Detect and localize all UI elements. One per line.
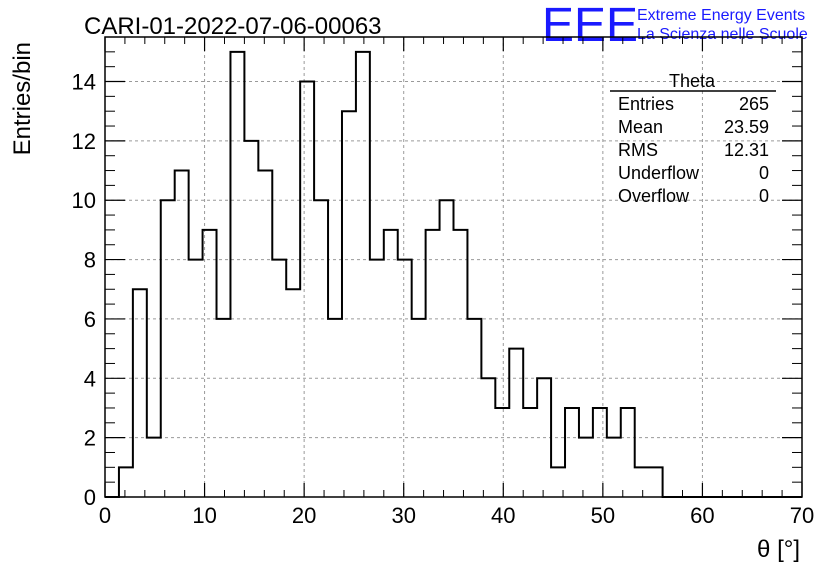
y-tick-labels: 0 2 4 6 8 10 12 14 xyxy=(72,70,96,510)
y-axis-label: Entries/bin xyxy=(9,42,36,155)
x-tick-label: 50 xyxy=(591,503,615,528)
x-tick-label: 20 xyxy=(292,503,316,528)
stats-row-value: 0 xyxy=(759,163,769,183)
x-tick-label: 60 xyxy=(690,503,714,528)
y-tick-label: 0 xyxy=(84,485,96,510)
y-tick-label: 6 xyxy=(84,307,96,332)
stats-row-label: RMS xyxy=(618,140,658,160)
stats-box: Theta Entries 265 Mean 23.59 RMS 12.31 Underfl… xyxy=(610,71,776,206)
stats-row-label: Underflow xyxy=(618,163,700,183)
y-tick-label: 10 xyxy=(72,188,96,213)
stats-row-value: 265 xyxy=(739,94,769,114)
y-tick-label: 8 xyxy=(84,248,96,273)
y-tick-label: 14 xyxy=(72,70,96,95)
stats-row-value: 0 xyxy=(759,186,769,206)
x-axis-label: θ [°] xyxy=(757,536,800,563)
histogram-line xyxy=(105,50,802,498)
stats-row-value: 23.59 xyxy=(724,117,769,137)
plot-frame xyxy=(104,36,803,498)
y-tick-label: 2 xyxy=(84,426,96,451)
chart-title: CARI-01-2022-07-06-00063 xyxy=(84,13,382,40)
logo-line-1: Extreme Energy Events xyxy=(637,7,805,24)
x-tick-label: 30 xyxy=(391,503,415,528)
y-tick-label: 4 xyxy=(84,366,96,391)
x-tick-label: 70 xyxy=(790,503,814,528)
grid-lines xyxy=(105,37,802,497)
y-tick-label: 12 xyxy=(72,129,96,154)
stats-row-label: Entries xyxy=(618,94,674,114)
x-tick-label: 0 xyxy=(99,503,111,528)
stats-row-label: Overflow xyxy=(618,186,690,206)
x-tick-labels: 0 10 20 30 40 50 60 70 xyxy=(99,503,814,528)
logo-line-2: La Scienza nelle Scuole xyxy=(637,26,808,43)
stats-title: Theta xyxy=(669,71,716,91)
stats-row-value: 12.31 xyxy=(724,140,769,160)
x-tick-label: 40 xyxy=(491,503,515,528)
logo-eee: EEE xyxy=(542,0,638,52)
stats-row-label: Mean xyxy=(618,117,663,137)
axis-ticks xyxy=(104,36,803,498)
x-tick-label: 10 xyxy=(192,503,216,528)
